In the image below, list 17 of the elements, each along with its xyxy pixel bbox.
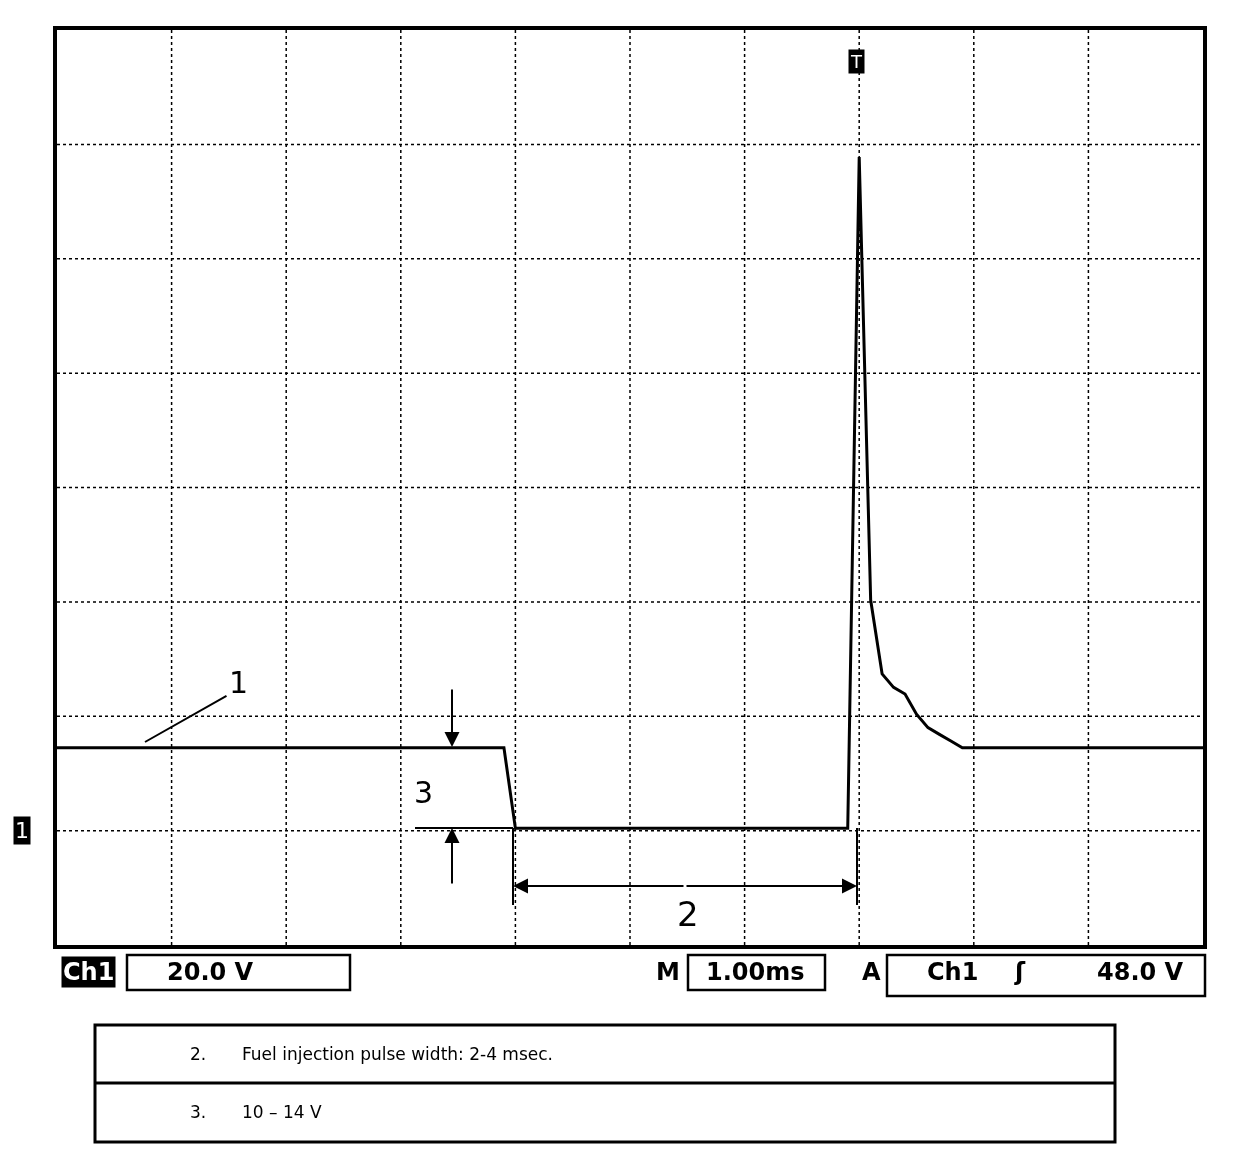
text: M <box>656 958 680 986</box>
text: 1.00ms <box>706 958 805 986</box>
text: ʃ <box>1014 958 1026 986</box>
text: 1 <box>15 818 29 843</box>
annotation: 3 <box>414 775 434 810</box>
text: 2. <box>190 1044 207 1064</box>
text: 10 – 14 V <box>242 1102 322 1122</box>
text: A <box>862 958 881 986</box>
text: 2 <box>677 894 699 934</box>
text: 48.0 V <box>1097 958 1184 986</box>
annotation: 1 <box>229 665 249 700</box>
text: Fuel injection pulse width: 2-4 msec. <box>242 1044 553 1064</box>
text: Ch1 <box>63 958 115 986</box>
text: T <box>850 51 863 72</box>
text: Ch1 <box>927 958 979 986</box>
text: 3. <box>190 1102 207 1122</box>
text: 20.0 V <box>167 958 254 986</box>
